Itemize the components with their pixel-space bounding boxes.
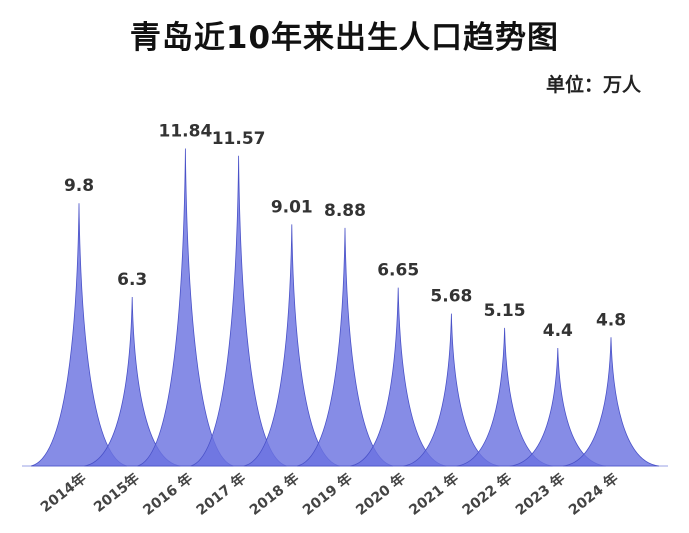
value-label-8: 5.15 bbox=[484, 301, 526, 321]
category-label-4: 2018 年 bbox=[246, 470, 302, 519]
category-label-3: 2017 年 bbox=[193, 470, 249, 519]
value-label-0: 9.8 bbox=[64, 176, 94, 196]
spike-mark-10 bbox=[562, 337, 660, 467]
value-label-9: 4.4 bbox=[543, 321, 573, 341]
spike-mark-3 bbox=[190, 155, 287, 467]
value-label-4: 9.01 bbox=[271, 197, 313, 217]
category-label-7: 2021 年 bbox=[406, 470, 462, 519]
spike-mark-2 bbox=[137, 148, 234, 467]
category-label-1: 2015年 bbox=[90, 470, 142, 516]
spike-mark-0 bbox=[30, 203, 128, 467]
value-label-7: 5.68 bbox=[430, 287, 472, 307]
category-label-2: 2016 年 bbox=[140, 470, 196, 519]
value-label-2: 11.84 bbox=[159, 122, 213, 142]
category-label-10: 2024 年 bbox=[565, 470, 621, 519]
value-label-3: 11.57 bbox=[212, 129, 266, 149]
spike-mark-4 bbox=[243, 224, 340, 467]
value-label-5: 8.88 bbox=[324, 201, 366, 221]
spike-mark-5 bbox=[296, 227, 394, 467]
category-label-6: 2020 年 bbox=[353, 470, 409, 519]
unit-label: 单位：万人 bbox=[545, 74, 641, 96]
category-label-0: 2014年 bbox=[37, 470, 89, 516]
chart-title: 青岛近10年来出生人口趋势图 bbox=[129, 20, 560, 56]
spike-mark-6 bbox=[350, 287, 447, 467]
category-label-8: 2022 年 bbox=[459, 470, 515, 519]
category-label-5: 2019 年 bbox=[299, 470, 355, 519]
value-label-10: 4.8 bbox=[596, 310, 626, 330]
spike-mark-7 bbox=[403, 313, 500, 467]
spike-mark-8 bbox=[456, 327, 553, 467]
value-label-6: 6.65 bbox=[377, 261, 419, 281]
category-label-9: 2023 年 bbox=[512, 470, 568, 519]
value-label-1: 6.3 bbox=[117, 270, 147, 290]
